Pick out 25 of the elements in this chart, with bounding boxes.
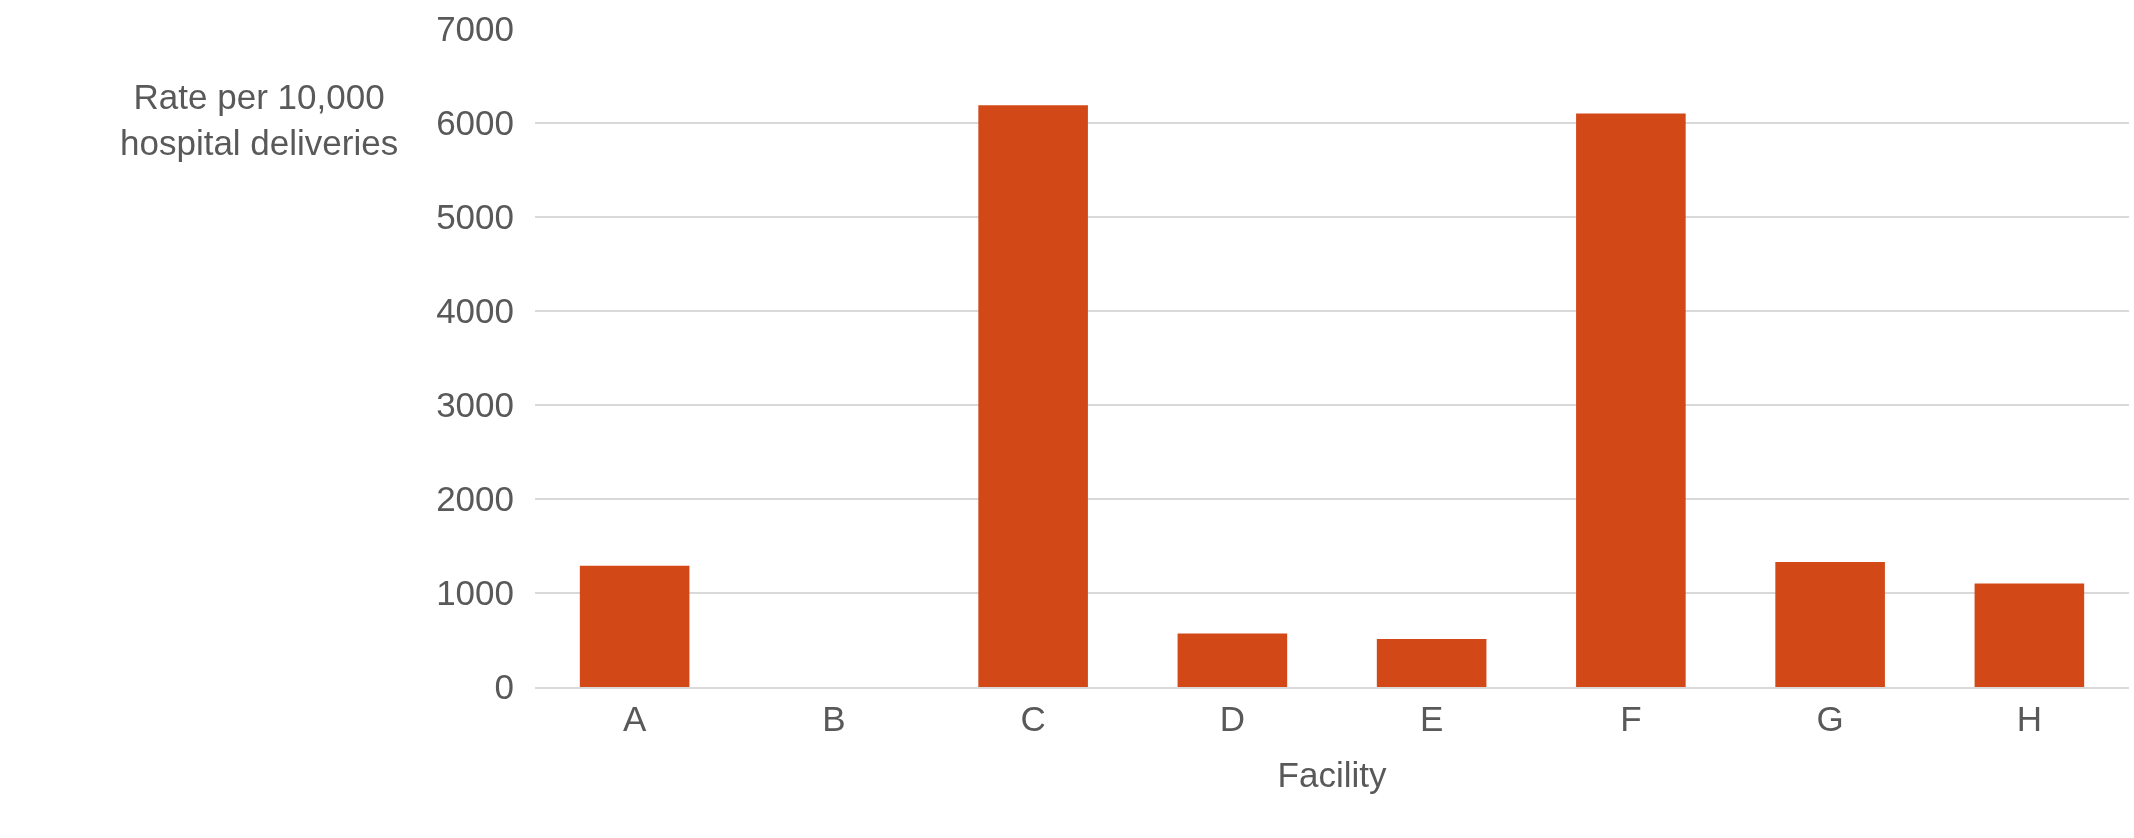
y-tick-label: 6000 <box>436 103 514 143</box>
x-tick-label: D <box>1219 699 1246 738</box>
x-tick-label: B <box>822 699 846 738</box>
x-tick-label: E <box>1419 699 1444 738</box>
bar <box>1376 639 1487 687</box>
x-tick-label: C <box>1020 699 1046 738</box>
x-axis-title: Facility <box>1277 754 1387 794</box>
y-tick-label: 3000 <box>436 385 514 425</box>
y-tick-label: 7000 <box>436 9 514 49</box>
bar <box>978 105 1088 687</box>
y-axis-title: Rate per 10,000 hospital deliveries <box>120 77 399 162</box>
x-tick-label: A <box>622 699 647 738</box>
y-tick-label: 4000 <box>436 291 514 331</box>
x-tick-label: H <box>2016 699 2043 738</box>
bar <box>1576 113 1686 687</box>
bar <box>1974 583 2085 687</box>
bar <box>579 565 690 687</box>
y-tick-label: 1000 <box>436 573 514 613</box>
bar <box>1775 561 1885 687</box>
x-tick-label: F <box>1620 699 1642 738</box>
y-tick-label: 2000 <box>436 479 514 519</box>
y-tick-label: 0 <box>494 667 514 707</box>
y-tick-label: 5000 <box>436 197 514 237</box>
bar <box>1177 633 1288 687</box>
x-tick-label: G <box>1816 699 1844 738</box>
